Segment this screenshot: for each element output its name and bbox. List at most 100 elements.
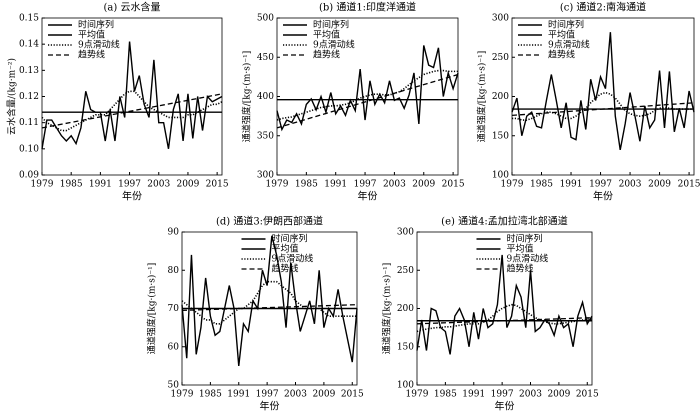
y-tick-label: 200	[397, 304, 414, 314]
legend-label: 平均值	[313, 29, 340, 41]
series-line	[41, 41, 223, 149]
legend-label: 9点滑动线	[507, 253, 549, 265]
y-axis-label: 通道强度/[kg·(m·s)⁻¹]	[241, 51, 253, 143]
y-axis-label: 云水含量/(kg·m⁻²)	[6, 58, 18, 135]
x-tick-label: 2009	[176, 180, 199, 190]
x-tick-label: 1979	[406, 390, 429, 400]
x-tick-label: 1979	[31, 180, 54, 190]
y-tick-label: 300	[397, 228, 414, 238]
series-line	[276, 45, 459, 132]
y-axis-label: 通道强度/[kg·(m·s)⁻¹]	[146, 263, 158, 355]
x-tick-label: 2015	[341, 390, 364, 400]
legend-label: 趋势线	[507, 263, 534, 275]
y-tick-label: 70	[168, 304, 180, 314]
series-line	[181, 280, 357, 325]
x-tick-label: 1997	[354, 180, 377, 190]
y-tick-label: 0.09	[19, 171, 39, 181]
x-tick-label: 1979	[501, 180, 524, 190]
plot-frame	[181, 231, 358, 386]
series-line	[511, 102, 695, 116]
x-tick-label: 1985	[530, 180, 553, 190]
y-tick-label: 0.12	[19, 92, 39, 102]
x-tick-label: 1979	[171, 390, 194, 400]
x-axis-label: 年份	[122, 190, 142, 203]
legend-label: 9点滑动线	[548, 39, 590, 51]
x-tick-label: 1985	[199, 390, 222, 400]
y-tick-label: 100	[397, 381, 414, 391]
x-axis-label: 年份	[358, 190, 378, 203]
chart-title: (a) 云水含量	[104, 1, 161, 14]
y-tick-label: 0.15	[19, 14, 39, 24]
legend-label: 9点滑动线	[78, 39, 120, 51]
legend-label: 9点滑动线	[272, 253, 314, 265]
y-tick-label: 100	[492, 171, 509, 181]
x-tick-label: 2003	[383, 180, 406, 190]
x-tick-label: 2009	[648, 180, 671, 190]
series-line	[41, 93, 223, 129]
x-tick-label: 1991	[560, 180, 583, 190]
legend-label: 时间序列	[507, 233, 543, 245]
chart-title: (b) 通道1:印度洋通道	[319, 1, 416, 14]
y-tick-label: 80	[168, 266, 180, 276]
series-line	[416, 254, 593, 355]
series-line	[276, 69, 458, 121]
y-tick-label: 500	[257, 14, 274, 24]
y-axis-label: 通道强度/[kg·(m·s)⁻¹]	[476, 51, 488, 143]
x-tick-label: 2015	[442, 180, 465, 190]
series-line	[416, 303, 592, 333]
x-tick-label: 1997	[256, 390, 279, 400]
y-tick-label: 400	[257, 92, 274, 102]
x-tick-label: 2009	[412, 180, 435, 190]
series-line	[181, 235, 358, 366]
x-tick-label: 1985	[60, 180, 83, 190]
x-axis-label: 年份	[260, 400, 280, 413]
series-line	[511, 32, 695, 151]
y-tick-label: 350	[257, 131, 274, 141]
plot-frame	[511, 17, 695, 176]
legend-label: 时间序列	[78, 19, 114, 31]
legend-label: 9点滑动线	[313, 39, 355, 51]
x-tick-label: 2003	[519, 390, 542, 400]
legend-label: 平均值	[78, 29, 105, 41]
y-tick-label: 0.11	[19, 118, 39, 128]
series-line	[512, 91, 694, 121]
x-tick-label: 2009	[547, 390, 570, 400]
chart-title: (d) 通道3:伊朗西部通道	[216, 215, 323, 228]
x-tick-label: 1997	[118, 180, 141, 190]
x-axis-label: 年份	[495, 400, 515, 413]
y-tick-label: 50	[168, 381, 180, 391]
y-tick-label: 250	[397, 266, 414, 276]
y-tick-label: 300	[257, 171, 274, 181]
x-tick-label: 1991	[462, 390, 485, 400]
x-tick-label: 2003	[284, 390, 307, 400]
y-tick-label: 200	[492, 92, 509, 102]
legend-label: 趋势线	[548, 49, 575, 61]
legend-label: 趋势线	[78, 49, 105, 61]
plot-frame	[276, 17, 459, 176]
x-tick-label: 1991	[324, 180, 347, 190]
y-tick-label: 0.14	[19, 40, 39, 50]
x-tick-label: 1985	[434, 390, 457, 400]
x-tick-label: 1979	[266, 180, 289, 190]
x-tick-label: 2015	[576, 390, 599, 400]
legend-label: 平均值	[272, 243, 299, 255]
legend-label: 时间序列	[272, 233, 308, 245]
x-tick-label: 2003	[619, 180, 642, 190]
y-tick-label: 0.13	[19, 66, 39, 76]
y-tick-label: 300	[492, 14, 509, 24]
chart-title: (c) 通道2:南海通道	[560, 1, 646, 14]
y-tick-label: 60	[168, 342, 180, 352]
x-tick-label: 1985	[295, 180, 318, 190]
y-tick-label: 150	[492, 131, 509, 141]
x-tick-label: 1997	[589, 180, 612, 190]
chart-title: (e) 通道4:孟加拉湾北部通道	[441, 215, 568, 228]
y-tick-label: 450	[257, 53, 274, 63]
y-tick-label: 150	[397, 342, 414, 352]
legend-label: 平均值	[548, 29, 575, 41]
plot-frame	[416, 231, 593, 386]
x-tick-label: 1997	[491, 390, 514, 400]
series-line	[181, 304, 358, 312]
x-tick-label: 1991	[89, 180, 112, 190]
legend-label: 平均值	[507, 243, 534, 255]
y-tick-label: 250	[492, 53, 509, 63]
